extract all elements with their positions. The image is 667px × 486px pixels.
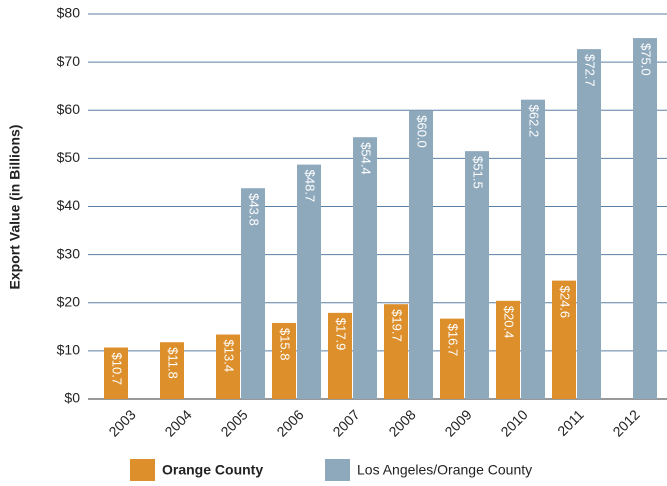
bar <box>496 300 520 399</box>
bar <box>160 342 184 399</box>
x-tick-label: 2003 <box>105 406 138 439</box>
y-tick-label: $40 <box>57 197 81 213</box>
y-tick-label: $50 <box>57 149 81 165</box>
x-tick-label: 2006 <box>273 406 306 439</box>
x-tick-label: 2004 <box>161 406 194 439</box>
bar <box>409 110 433 399</box>
x-tick-label: 2012 <box>609 406 642 439</box>
value-label: $54.4 <box>359 142 374 175</box>
legend-label: Orange County <box>162 462 263 478</box>
y-axis-label: Export Value (in Billions) <box>7 125 23 290</box>
bar <box>521 99 545 399</box>
value-label: $13.4 <box>222 340 237 373</box>
bar <box>384 304 408 399</box>
value-label: $17.9 <box>334 318 349 351</box>
bar <box>552 280 576 399</box>
x-tick-label: 2007 <box>329 406 362 439</box>
value-label: $20.4 <box>502 306 517 339</box>
value-label: $48.7 <box>303 170 318 203</box>
value-label: $72.7 <box>583 54 598 87</box>
y-tick-label: $80 <box>57 5 81 21</box>
x-tick-label: 2011 <box>554 406 587 439</box>
legend-swatch <box>325 459 350 481</box>
y-tick-label: $0 <box>64 390 80 406</box>
bar <box>104 347 128 399</box>
bar <box>577 49 601 399</box>
value-label: $51.5 <box>471 156 486 189</box>
value-label: $11.8 <box>166 347 181 379</box>
value-label: $24.6 <box>558 286 573 319</box>
y-tick-label: $10 <box>57 342 81 358</box>
bar <box>465 151 489 399</box>
bar <box>353 137 377 399</box>
x-tick-label: 2009 <box>441 406 474 439</box>
y-tick-label: $70 <box>57 53 81 69</box>
y-tick-label: $30 <box>57 245 81 261</box>
bar <box>216 334 240 399</box>
value-label: $43.8 <box>247 193 262 226</box>
x-tick-label: 2010 <box>497 406 530 439</box>
legend-label: Los Angeles/Orange County <box>357 462 532 478</box>
bar <box>328 312 352 399</box>
value-label: $15.8 <box>278 328 293 361</box>
value-label: $16.7 <box>446 324 461 357</box>
bar <box>297 164 321 399</box>
value-label: $10.7 <box>110 353 125 386</box>
value-label: $60.0 <box>415 115 430 148</box>
y-tick-label: $20 <box>57 293 81 309</box>
value-label: $19.7 <box>390 309 405 342</box>
bar <box>272 322 296 399</box>
x-tick-label: 2008 <box>385 406 418 439</box>
value-label: $75.0 <box>639 43 654 76</box>
bar <box>633 38 657 399</box>
value-label: $62.2 <box>527 105 542 138</box>
bar <box>440 318 464 399</box>
x-tick-label: 2005 <box>217 406 250 439</box>
bar <box>241 188 265 399</box>
legend-swatch <box>130 459 155 481</box>
y-tick-label: $60 <box>57 101 81 117</box>
